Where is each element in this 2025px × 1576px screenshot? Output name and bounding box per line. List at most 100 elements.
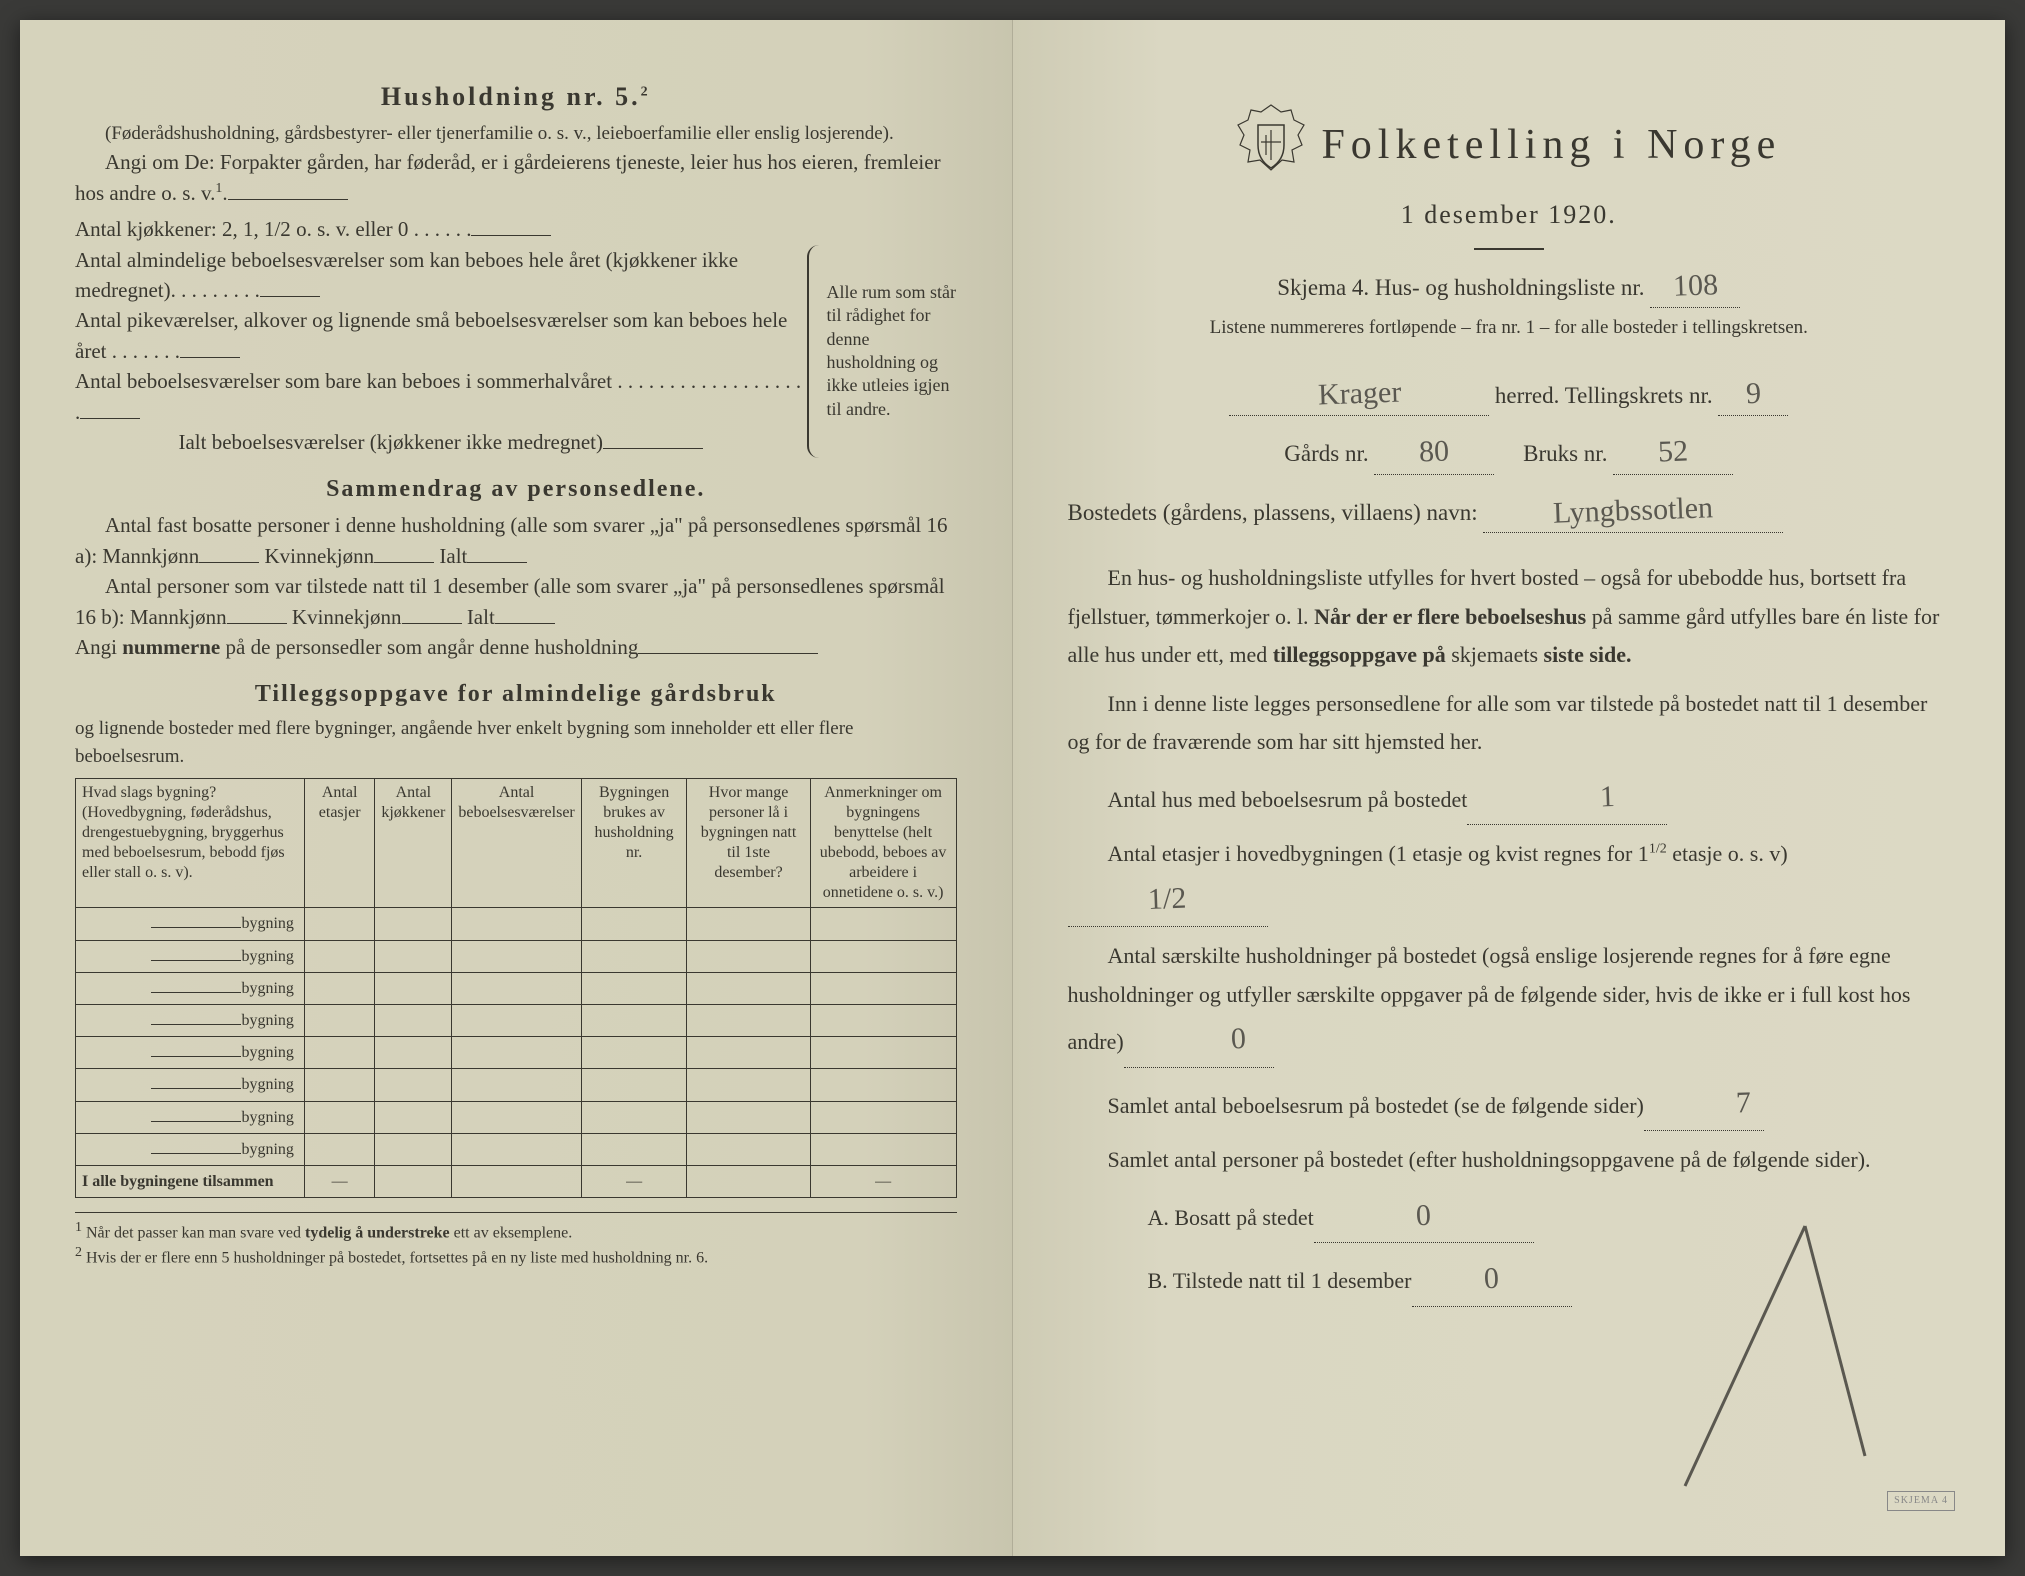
p1-bold1: Når der er flere beboelseshus — [1314, 604, 1586, 629]
q1-field: 1 — [1467, 772, 1667, 826]
row-blank — [151, 1088, 241, 1089]
bosted-line: Bostedets (gårdens, plassens, villaens) … — [1068, 489, 1951, 534]
q3-line: Antal særskilte husholdninger på bostede… — [1068, 937, 1951, 1068]
col-persons: Hvor mange personer lå i bygningen natt … — [687, 779, 810, 908]
summary-l3b: nummerne — [122, 635, 220, 659]
schema-label: Skjema 4. Hus- og husholdningsliste nr. — [1277, 275, 1644, 300]
summary-l3c: på de personsedler som angår denne husho… — [220, 635, 638, 659]
bruk-field: 52 — [1613, 430, 1733, 475]
bruk-hw: 52 — [1657, 430, 1688, 475]
table-row: bygning — [76, 972, 957, 1004]
rooms-c-text: Antal beboelsesværelser som bare kan beb… — [75, 369, 612, 393]
q3-hw: 0 — [1190, 1013, 1247, 1067]
krets-hw: 9 — [1745, 371, 1762, 415]
blank-line — [228, 199, 348, 200]
body-p1: En hus- og husholdningsliste utfylles fo… — [1068, 559, 1951, 675]
table-sum-row: I alle bygningene tilsammen——— — [76, 1165, 957, 1197]
rooms-c: Antal beboelsesværelser som bare kan beb… — [75, 366, 807, 427]
bosted-field: Lyngbssotlen — [1483, 489, 1783, 534]
qA-label: A. Bosatt på stedet — [1148, 1205, 1314, 1230]
q2-half: 1/2 — [1649, 842, 1667, 857]
bruk-label: Bruks nr. — [1523, 441, 1607, 466]
summary-l1-text: Antal fast bosatte personer i denne hush… — [75, 513, 948, 567]
row-label: bygning — [241, 1012, 293, 1029]
col-type: Hvad slags bygning? (Hovedbygning, føder… — [76, 779, 305, 908]
summary-l2: Antal personer som var tilstede natt til… — [75, 571, 957, 632]
col-kitchens: Antal kjøkkener — [375, 779, 452, 908]
body-p2: Inn i denne liste legges personsedlene f… — [1068, 685, 1951, 762]
herred-line: Krager herred. Tellingskrets nr. 9 — [1068, 372, 1951, 417]
footnote-2: 2 Hvis der er flere enn 5 husholdninger … — [75, 1244, 957, 1269]
blank-num — [638, 653, 818, 654]
title-rule — [1474, 248, 1544, 250]
table-row: bygning — [76, 1037, 957, 1069]
fn1c: ett av eksemplene. — [450, 1225, 573, 1242]
summary-l3: Angi nummerne på de personsedler som ang… — [75, 632, 957, 662]
rooms-a-text: Antal almindelige beboelsesværelser som … — [75, 248, 738, 302]
fn1b: tydelig å understreke — [305, 1225, 450, 1242]
q2a-label: Antal etasjer i hovedbygningen (1 etasje… — [1108, 841, 1649, 866]
herred-hw: Krager — [1317, 370, 1402, 416]
intro-sup: 1 — [215, 181, 222, 196]
blank-b — [180, 357, 240, 358]
title-date: 1 desember 1920. — [1068, 196, 1951, 234]
row-label: bygning — [241, 1044, 293, 1061]
q3-field: 0 — [1124, 1014, 1274, 1068]
summary-heading: Sammendrag av personsedlene. — [75, 472, 957, 507]
blank-k2 — [402, 623, 462, 624]
fn1a: Når det passer kan man svare ved — [86, 1225, 305, 1242]
summary-ialt2: Ialt — [467, 605, 495, 629]
qB-hw: 0 — [1483, 1253, 1500, 1306]
row-label: bygning — [241, 1109, 293, 1126]
col-rooms: Antal beboelsesværelser — [452, 779, 581, 908]
blank-i2 — [495, 623, 555, 624]
schema-line: Skjema 4. Hus- og husholdningsliste nr. … — [1068, 264, 1951, 309]
col-used-by: Bygningen brukes av husholdning nr. — [581, 779, 687, 908]
q5-line: Samlet antal personer på bostedet (efter… — [1068, 1141, 1951, 1180]
herred-field: Krager — [1229, 372, 1489, 417]
row-blank — [151, 1121, 241, 1122]
q4-field: 7 — [1644, 1078, 1764, 1132]
bosted-label: Bostedets (gårdens, plassens, villaens) … — [1068, 500, 1478, 525]
kitchen-line: Antal kjøkkener: 2, 1, 1/2 o. s. v. elle… — [75, 214, 957, 244]
q4-hw: 7 — [1695, 1077, 1752, 1131]
summary-l3a: Angi — [75, 635, 122, 659]
table-header-row: Hvad slags bygning? (Hovedbygning, føder… — [76, 779, 957, 908]
q2-hw: 1/2 — [1107, 872, 1187, 927]
p1-bold2: tilleggsoppgave på — [1273, 642, 1446, 667]
buildings-table: Hvad slags bygning? (Hovedbygning, føder… — [75, 778, 957, 1198]
gard-hw: 80 — [1419, 430, 1450, 475]
table-row: bygning — [76, 908, 957, 940]
qB-label: B. Tilstede natt til 1 desember — [1148, 1268, 1412, 1293]
summary-l2-text: Antal personer som var tilstede natt til… — [75, 574, 945, 628]
q2-field: 1/2 — [1068, 874, 1268, 928]
q2b-label: etasje o. s. v) — [1667, 841, 1788, 866]
main-title: Folketelling i Norge — [1321, 115, 1781, 176]
qB-line: B. Tilstede natt til 1 desember 0 — [1068, 1253, 1951, 1307]
herred-label: herred. Tellingskrets nr. — [1495, 383, 1713, 408]
p1-bold3: siste side. — [1544, 642, 1632, 667]
q2-line: Antal etasjer i hovedbygningen (1 etasje… — [1068, 835, 1951, 927]
sum-label: I alle bygningene tilsammen — [76, 1165, 305, 1197]
table-row: bygning — [76, 940, 957, 972]
qA-line: A. Bosatt på stedet0 — [1068, 1190, 1951, 1244]
footnote-1: 1 Når det passer kan man svare ved tydel… — [75, 1219, 957, 1244]
q1-line: Antal hus med beboelsesrum på bostedet1 — [1068, 772, 1951, 826]
table-row: bygning — [76, 1133, 957, 1165]
rooms-total-text: Ialt beboelsesværelser (kjøkkener ikke m… — [178, 430, 603, 454]
print-stamp: SKJEMA 4 — [1887, 1491, 1955, 1512]
kitchen-rest: o. s. v. eller 0 — [291, 217, 409, 241]
krets-field: 9 — [1718, 372, 1788, 417]
rooms-list: Antal almindelige beboelsesværelser som … — [75, 245, 807, 458]
summary-ialt1: Ialt — [439, 544, 467, 568]
q1-hw: 1 — [1559, 771, 1616, 825]
right-page: Folketelling i Norge 1 desember 1920. Sk… — [1013, 20, 2006, 1556]
col-notes: Anmerkninger om bygningens benyttelse (h… — [810, 779, 956, 908]
qB-field: 0 — [1412, 1253, 1572, 1307]
col-floors: Antal etasjer — [304, 779, 374, 908]
table-row: bygning — [76, 1069, 957, 1101]
table-head: Hvad slags bygning? (Hovedbygning, føder… — [76, 779, 957, 908]
supplement-heading: Tilleggsoppgave for almindelige gårdsbru… — [75, 677, 957, 712]
qA-field: 0 — [1314, 1190, 1534, 1244]
household-sup: 2 — [641, 84, 651, 99]
